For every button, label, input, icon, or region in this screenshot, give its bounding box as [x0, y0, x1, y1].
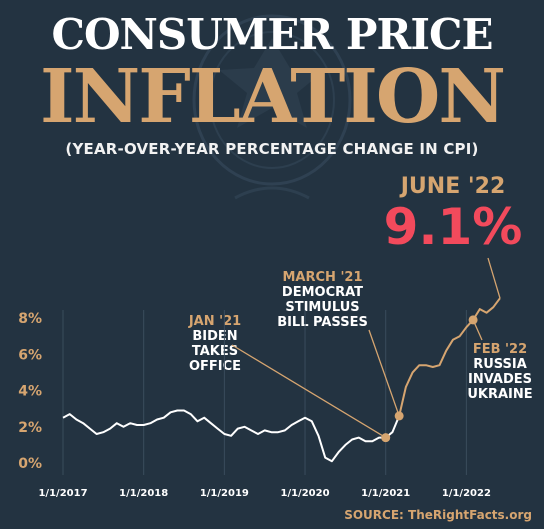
source-credit: SOURCE: TheRightFacts.org: [344, 508, 532, 522]
annotation-jan21-heading: JAN '21: [188, 314, 242, 329]
annotation-feb22: FEB '22 RUSSIA INVADES UKRAINE: [455, 342, 544, 402]
x-tick-label: 1/1/2020: [280, 488, 329, 499]
annotation-feb22-line: UKRAINE: [467, 387, 533, 402]
annotation-mar21: MARCH '21 DEMOCRAT STIMULUS BILL PASSES: [265, 270, 380, 330]
annotation-feb22-line: INVADES: [468, 372, 532, 387]
x-tick-label: 1/1/2018: [119, 488, 168, 499]
annotation-feb22-line: RUSSIA: [473, 357, 527, 372]
x-tick-label: 1/1/2021: [361, 488, 410, 499]
annotation-mar21-heading: MARCH '21: [282, 270, 363, 285]
event-marker: [394, 411, 404, 421]
event-marker: [381, 433, 391, 443]
event-marker: [468, 315, 478, 325]
x-tick-label: 1/1/2022: [442, 488, 491, 499]
annotation-jan21-line: OFFICE: [188, 359, 242, 374]
x-tick-label: 1/1/2019: [200, 488, 249, 499]
annotation-feb22-heading: FEB '22: [472, 342, 528, 357]
y-tick-label: 6%: [18, 347, 42, 363]
chart-subtitle: (YEAR-OVER-YEAR PERCENTAGE CHANGE IN CPI…: [65, 140, 479, 158]
annotation-pointer: [368, 329, 400, 417]
y-tick-label: 2%: [18, 420, 42, 436]
annotation-pointer: [231, 344, 387, 439]
callout-label: JUNE '22: [400, 174, 506, 199]
seal-watermark: [192, 14, 352, 200]
annotation-mar21-line: DEMOCRAT: [281, 285, 364, 300]
series-line-before-stimulus: [62, 409, 401, 463]
annotation-mar21-line: BILL PASSES: [277, 315, 368, 330]
y-tick-label: 0%: [18, 456, 42, 472]
chart-title-line2: INFLATION: [40, 54, 506, 140]
annotation-pointer: [487, 257, 501, 299]
y-tick-label: 4%: [18, 384, 42, 400]
annotation-jan21-line: TAKES: [191, 344, 239, 359]
x-tick-label: 1/1/2017: [38, 488, 87, 499]
annotation-jan21: JAN '21 BIDEN TAKES OFFICE: [170, 314, 260, 374]
chart-title-line1: CONSUMER PRICE: [51, 10, 494, 59]
y-tick-label: 8%: [18, 311, 42, 327]
callout-value: 9.1%: [383, 198, 523, 256]
annotation-mar21-line: STIMULUS: [285, 300, 360, 315]
annotation-jan21-line: BIDEN: [192, 329, 238, 344]
series-line-after-stimulus: [398, 297, 501, 417]
